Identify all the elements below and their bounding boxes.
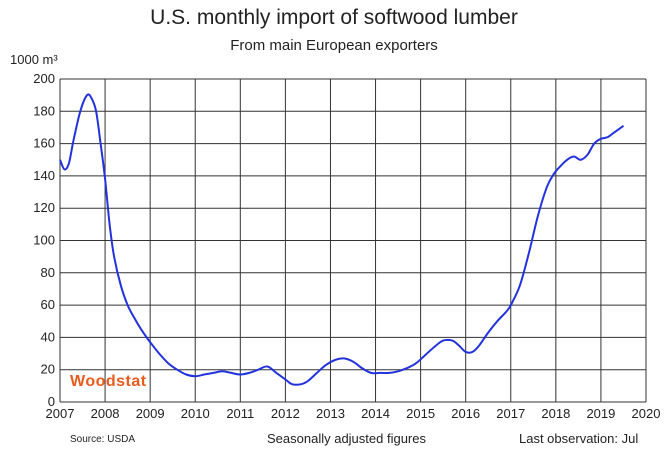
x-tick-labels: 2007 2008 2009 2010 2011 2012 2013 2014 2015 2016… xyxy=(46,406,661,421)
y-tick-label: 40 xyxy=(41,329,55,344)
seasonal-adjustment-note: Seasonally adjusted figures xyxy=(267,431,426,446)
x-tick-label: 2011 xyxy=(226,406,254,421)
y-axis-unit-label: 1000 m³ xyxy=(10,52,58,67)
y-tick-label: 80 xyxy=(41,265,55,280)
x-tick-label: 2007 xyxy=(46,406,75,421)
y-tick-label: 200 xyxy=(33,71,55,86)
x-tick-label: 2013 xyxy=(316,406,345,421)
chart-subtitle: From main European exporters xyxy=(230,37,438,54)
x-tick-label: 2009 xyxy=(136,406,165,421)
import-volume-line xyxy=(59,93,625,386)
y-tick-label: 0 xyxy=(48,394,55,409)
y-tick-label: 60 xyxy=(41,297,55,312)
woodstat-logo: Woodstat xyxy=(70,373,147,390)
x-tick-label: 2016 xyxy=(451,406,480,421)
x-tick-label: 2015 xyxy=(406,406,435,421)
series-lines xyxy=(59,93,625,386)
last-observation-note: Last observation: Jul xyxy=(519,431,639,446)
chart-title: U.S. monthly import of softwood lumber xyxy=(150,6,518,29)
x-tick-label: 2019 xyxy=(586,406,615,421)
y-tick-label: 160 xyxy=(33,136,55,151)
x-tick-label: 2012 xyxy=(271,406,300,421)
y-tick-label: 180 xyxy=(33,103,55,118)
x-tick-label: 2010 xyxy=(181,406,210,421)
x-tick-label: 2020 xyxy=(632,406,661,421)
x-tick-label: 2017 xyxy=(496,406,525,421)
grid-lines xyxy=(59,78,647,403)
y-tick-label: 20 xyxy=(41,362,55,377)
x-tick-label: 2014 xyxy=(361,406,390,421)
y-tick-labels: 0 20 40 60 80 100 120 140 160 180 200 xyxy=(33,71,55,409)
source-note: Source: USDA xyxy=(70,434,136,445)
x-tick-label: 2008 xyxy=(91,406,120,421)
x-tick-label: 2018 xyxy=(541,406,570,421)
y-tick-label: 120 xyxy=(33,200,55,215)
y-tick-label: 100 xyxy=(33,233,55,248)
y-tick-label: 140 xyxy=(33,168,55,183)
